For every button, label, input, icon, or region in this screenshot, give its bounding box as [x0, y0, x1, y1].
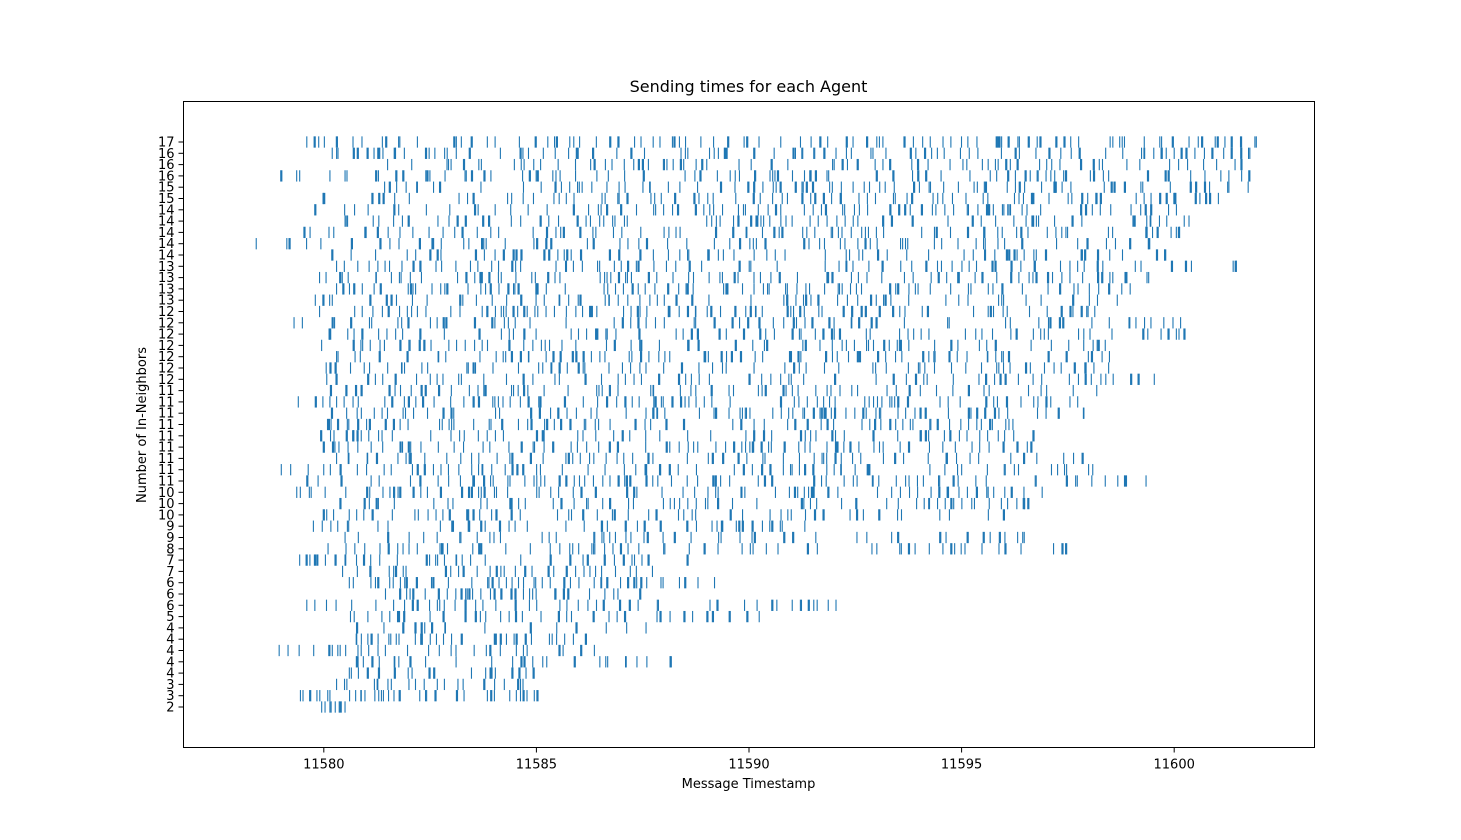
y-tick-label: 12 [158, 316, 175, 331]
y-tick-label: 5 [166, 610, 174, 625]
y-tick-label: 14 [158, 249, 175, 264]
y-tick-label: 15 [158, 192, 175, 207]
y-tick-label: 13 [158, 282, 175, 297]
y-tick-label: 11 [158, 418, 175, 433]
y-tick-label: 3 [166, 678, 174, 693]
y-tick-label: 12 [158, 350, 175, 365]
y-tick-label: 4 [166, 621, 174, 636]
x-tick-label: 11600 [1154, 758, 1195, 773]
y-tick-label: 4 [166, 644, 174, 659]
y-tick-label: 14 [158, 226, 175, 241]
y-tick-label: 13 [158, 271, 175, 286]
y-tick-label: 4 [166, 667, 174, 682]
y-tick-label: 2 [166, 701, 174, 716]
chart-title: Sending times for each Agent [630, 77, 868, 96]
y-tick-label: 6 [166, 599, 174, 614]
y-tick-label: 11 [158, 441, 175, 456]
y-tick-label: 7 [166, 554, 174, 569]
y-tick-label: 3 [166, 689, 174, 704]
y-tick-label: 11 [158, 475, 175, 490]
y-tick-label: 10 [158, 486, 175, 501]
y-tick-label: 12 [158, 373, 175, 388]
event-marks [255, 136, 1257, 713]
y-tick-label: 16 [158, 169, 175, 184]
y-tick-label: 6 [166, 576, 174, 591]
y-tick-label: 11 [158, 463, 175, 478]
y-tick-label: 11 [158, 395, 175, 410]
y-tick-label: 11 [158, 452, 175, 467]
y-tick-label: 13 [158, 294, 175, 309]
y-tick-label: 11 [158, 384, 175, 399]
y-tick-label: 14 [158, 215, 175, 230]
y-tick-label: 12 [158, 339, 175, 354]
y-tick-label: 4 [166, 655, 174, 670]
y-tick-label: 6 [166, 588, 174, 603]
y-tick-label: 14 [158, 237, 175, 252]
y-tick-label: 4 [166, 633, 174, 648]
y-tick-label: 10 [158, 497, 175, 512]
y-tick-label: 11 [158, 429, 175, 444]
x-tick-label: 11585 [516, 758, 557, 773]
y-tick-label: 9 [166, 531, 174, 546]
y-tick-label: 16 [158, 158, 175, 173]
y-tick-label: 16 [158, 147, 175, 162]
y-tick-label: 12 [158, 305, 175, 320]
y-tick-label: 9 [166, 520, 174, 535]
x-axis-ticks: 11580 11585 11590 11595 11600 [303, 747, 1195, 773]
y-tick-label: 13 [158, 260, 175, 275]
y-tick-label: 14 [158, 203, 175, 218]
y-tick-label: 12 [158, 328, 175, 343]
y-tick-label: 15 [158, 181, 175, 196]
x-tick-label: 11595 [941, 758, 982, 773]
y-tick-label: 8 [166, 542, 174, 557]
y-tick-label: 10 [158, 508, 175, 523]
y-tick-label: 17 [158, 136, 175, 151]
y-axis-ticks: 2334444456667789910101011111111111111111… [158, 136, 184, 716]
x-tick-label: 11580 [303, 758, 344, 773]
y-tick-label: 12 [158, 362, 175, 377]
y-axis-label: Number of In-Neighbors [135, 347, 150, 503]
y-tick-label: 11 [158, 407, 175, 422]
x-tick-label: 11590 [728, 758, 769, 773]
y-tick-label: 7 [166, 565, 174, 580]
x-axis-label: Message Timestamp [682, 777, 816, 792]
